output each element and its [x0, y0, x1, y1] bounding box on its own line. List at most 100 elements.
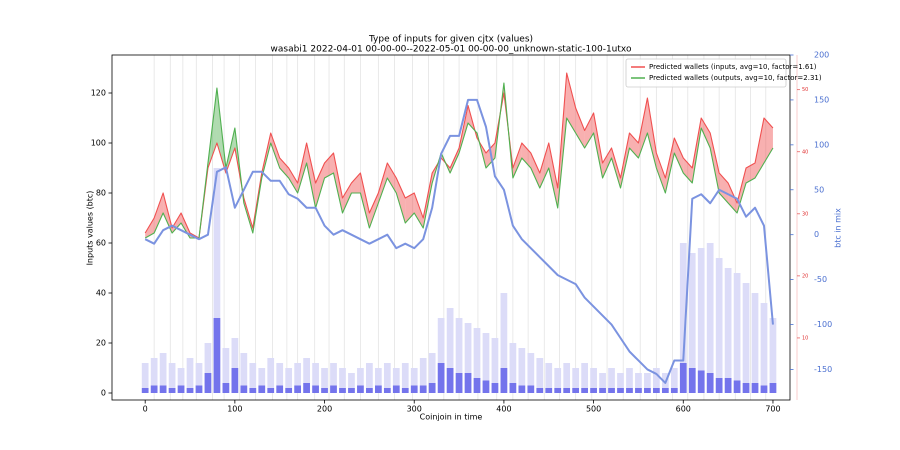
x-tick-label: 200 [317, 405, 332, 414]
bar [222, 383, 230, 393]
bar [374, 368, 382, 393]
bar [679, 243, 687, 393]
bar [554, 388, 562, 393]
x-tick-label: 300 [407, 405, 422, 414]
x-tick-label: 500 [586, 405, 601, 414]
bar [401, 363, 409, 393]
bar [294, 385, 302, 393]
bar [617, 373, 624, 393]
bar [653, 388, 660, 393]
bar [231, 338, 239, 393]
fill-between [315, 163, 325, 208]
bar [150, 358, 158, 393]
fill-between [710, 133, 720, 193]
fill-between [360, 173, 370, 228]
fill-between [154, 193, 164, 233]
bar [419, 358, 427, 393]
bar [437, 363, 445, 393]
data-line [144, 82, 774, 239]
y2-tick-label: -150 [814, 365, 832, 374]
y-tick-label: 20 [96, 339, 106, 348]
fill-between [593, 113, 603, 178]
bar [383, 388, 391, 393]
fill-between [512, 143, 522, 178]
bar [509, 383, 517, 393]
bar [383, 363, 391, 393]
data-line [144, 98, 774, 384]
bar [312, 385, 319, 393]
bar [195, 363, 203, 393]
bar [195, 385, 203, 393]
fill-between [755, 118, 764, 178]
bar [491, 383, 499, 393]
bar [688, 253, 696, 393]
fill-between [611, 148, 621, 188]
y3-tick-label: 20 [802, 273, 808, 279]
bar [159, 385, 167, 393]
bar [204, 373, 212, 393]
bar [518, 385, 526, 393]
bar [733, 380, 741, 393]
bar [366, 363, 373, 393]
bar [581, 363, 588, 393]
bar [222, 348, 230, 393]
bar [240, 353, 248, 393]
bar [258, 368, 266, 393]
fill-between [351, 173, 361, 193]
y2-tick-label: 0 [814, 230, 819, 239]
bar [572, 368, 580, 393]
y-tick-label: 60 [96, 239, 106, 248]
bar [177, 368, 185, 393]
bar [482, 380, 490, 393]
bar [706, 373, 714, 393]
y-tick-label: 0 [101, 389, 106, 398]
fill-between [306, 143, 316, 208]
bar [339, 388, 346, 393]
bar [267, 388, 275, 393]
fill-between [145, 218, 155, 238]
bar [410, 368, 418, 393]
bar [769, 383, 777, 393]
bar [769, 318, 777, 393]
bar [679, 363, 687, 393]
fill-between [638, 98, 648, 158]
bar [446, 308, 454, 393]
fill-between [647, 98, 657, 168]
bar [644, 373, 651, 393]
y2-tick-label: 200 [814, 51, 829, 60]
bar [428, 383, 436, 393]
bar [527, 353, 535, 393]
bar [500, 368, 508, 393]
fill-between [674, 138, 684, 173]
fill-between [396, 178, 406, 223]
bar [285, 388, 293, 393]
fill-between [629, 133, 639, 158]
bar [500, 293, 508, 393]
fill-between [333, 153, 343, 213]
bar [608, 388, 615, 393]
y3-tick-label: 40 [802, 149, 808, 155]
fill-between [172, 213, 182, 233]
bar [644, 388, 651, 393]
bar [321, 388, 328, 393]
bar [617, 388, 624, 393]
fill-between [584, 113, 594, 148]
bar [348, 373, 355, 393]
bar [276, 385, 284, 393]
bar [285, 368, 293, 393]
bar [231, 368, 239, 393]
bar [249, 388, 257, 393]
bar [357, 368, 364, 393]
bar [724, 378, 732, 393]
bar [724, 268, 732, 393]
fill-between [566, 73, 576, 133]
legend-label: Predicted wallets (outputs, avg=10, fact… [649, 74, 822, 82]
fill-between [683, 158, 693, 183]
bar [276, 363, 284, 393]
y3-tick-label: 50 [802, 87, 808, 93]
bar [213, 168, 221, 393]
bar [330, 385, 337, 393]
fill-between [279, 158, 289, 178]
bar [491, 338, 499, 393]
y2-tick-label: -100 [814, 320, 832, 329]
